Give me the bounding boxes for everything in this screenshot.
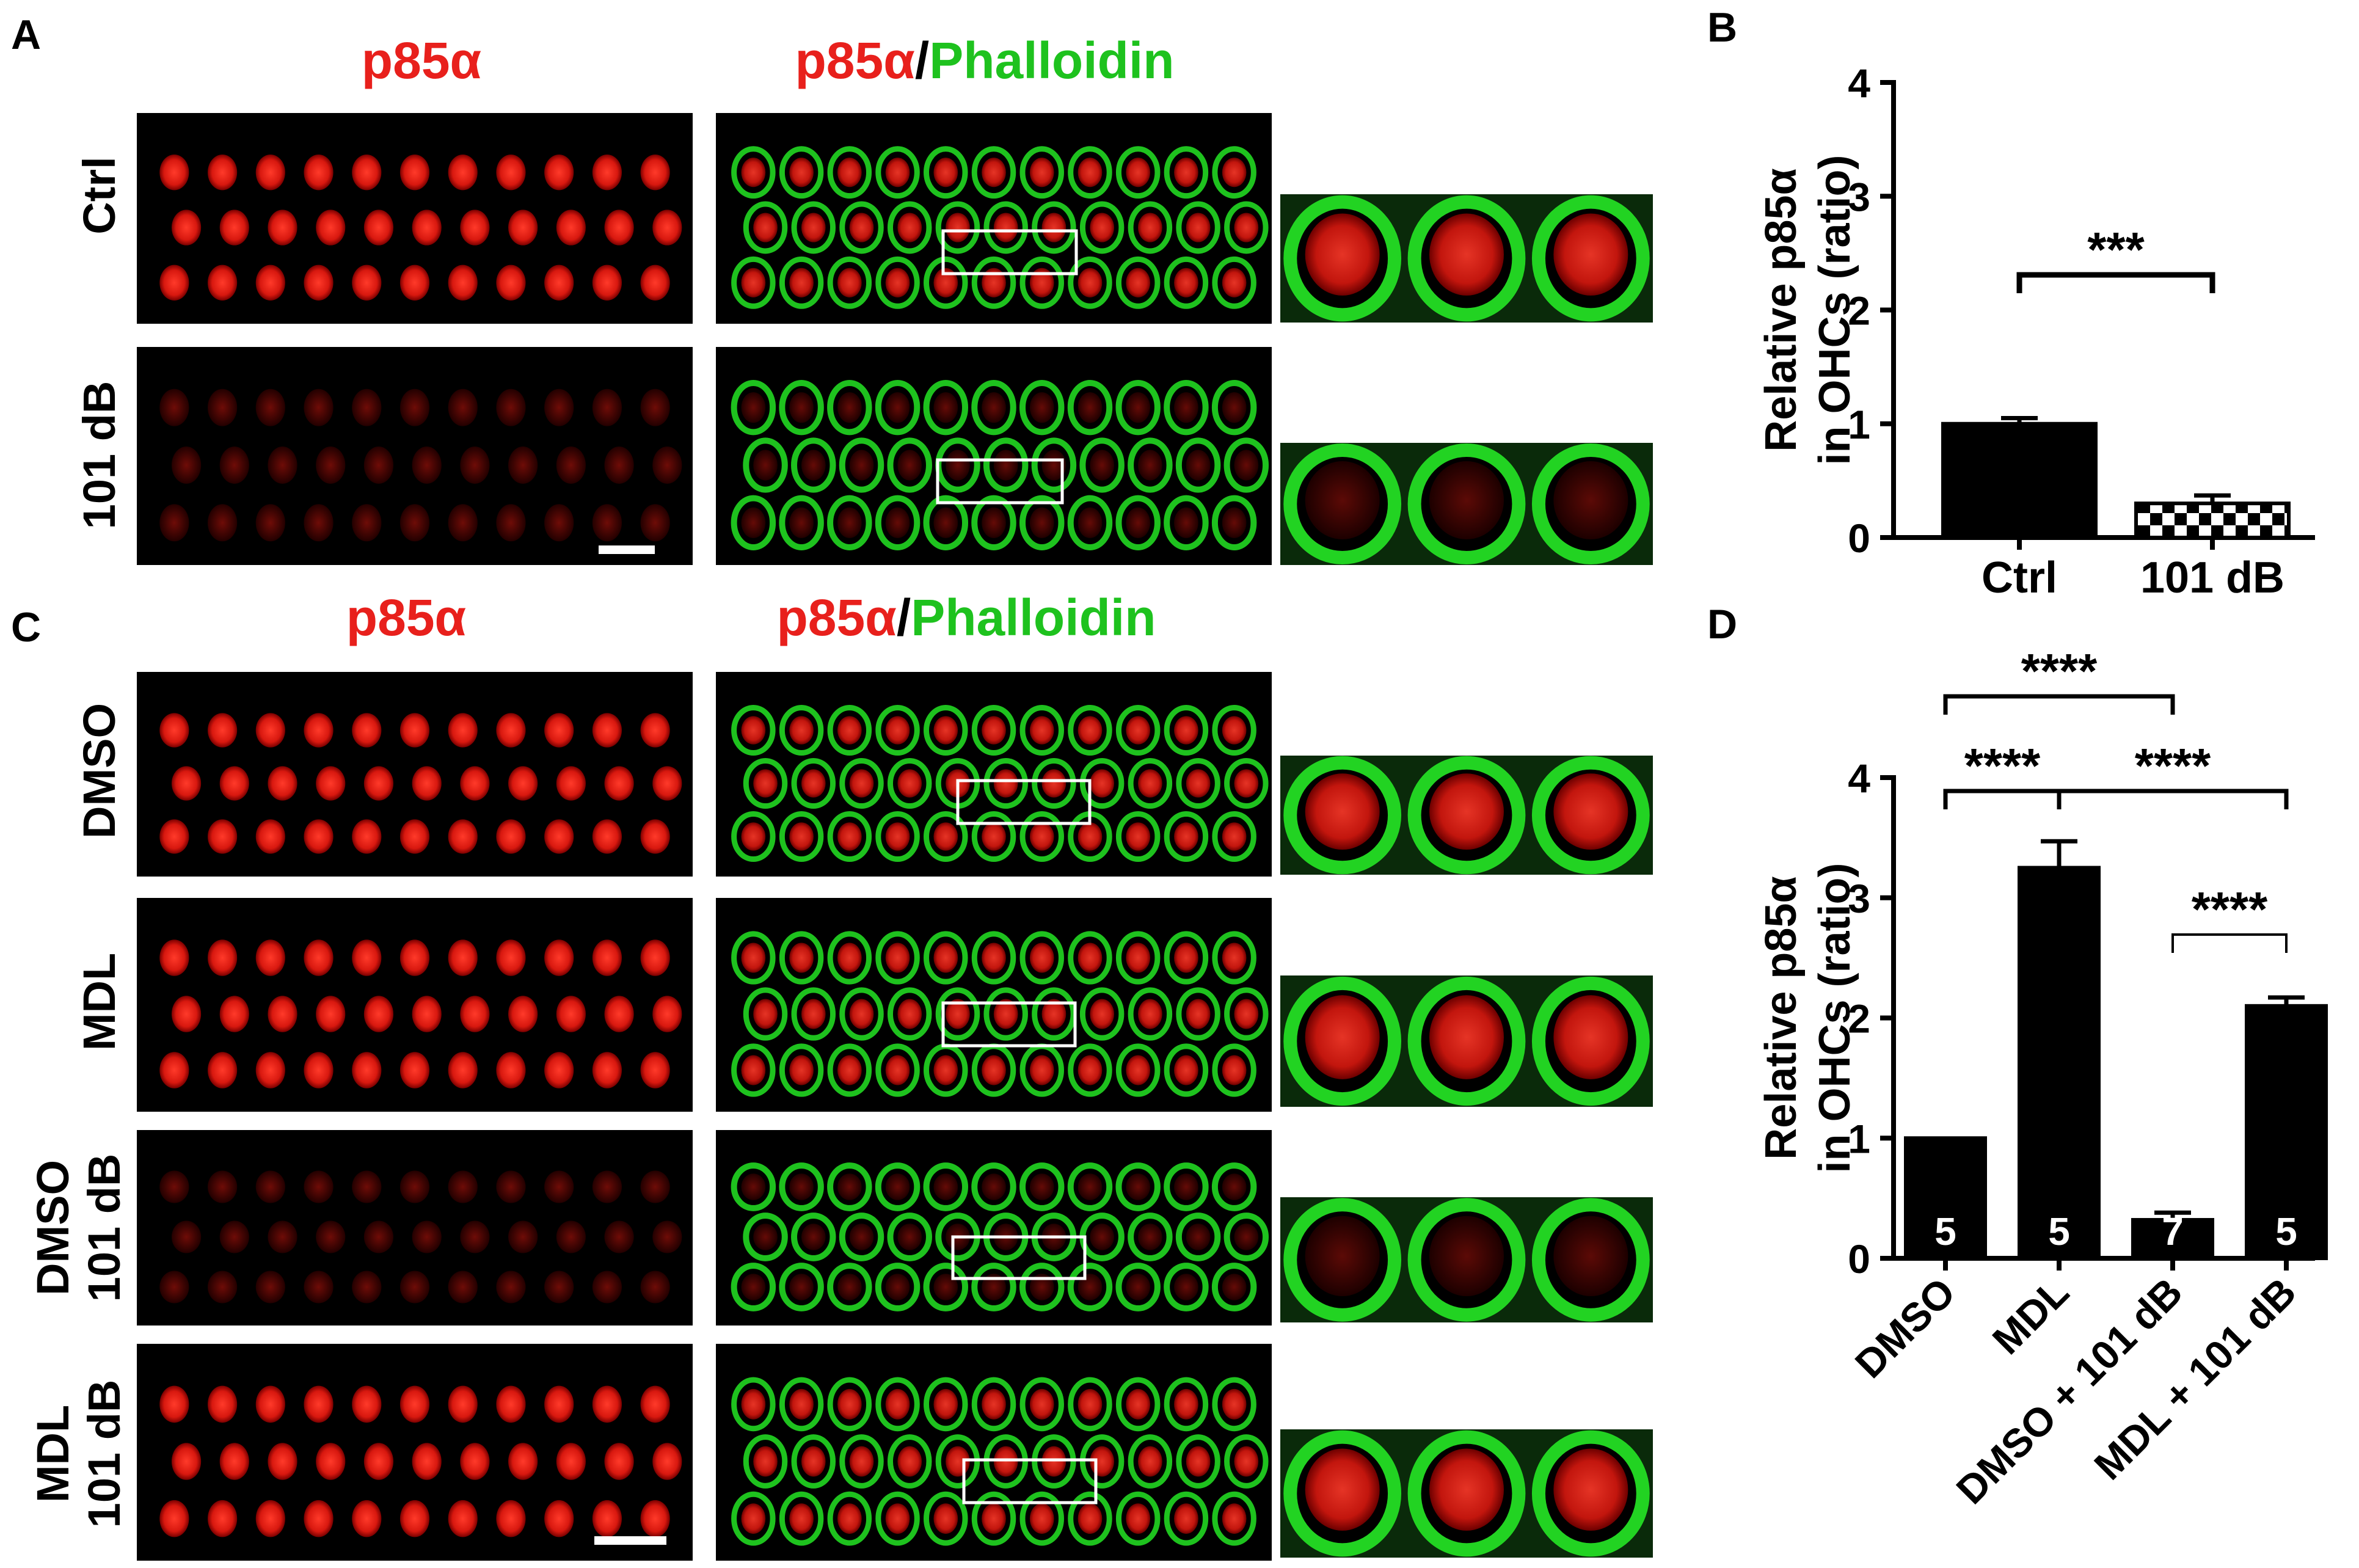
row-label: MDL xyxy=(74,953,125,1051)
row-label: 101 dB xyxy=(74,381,125,530)
panel-c-col1-header: p85α xyxy=(346,589,466,646)
a-101db-p85-image xyxy=(137,347,693,565)
panel-a-col1-header: p85α xyxy=(362,32,481,89)
significance-bracket xyxy=(2171,933,2288,953)
y-tick-label: 1 xyxy=(1848,402,1870,447)
row-label: Ctrl xyxy=(74,156,125,234)
y-tick-label: 4 xyxy=(1848,60,1870,106)
y-tick-label: 2 xyxy=(1848,288,1870,334)
significance-label: **** xyxy=(1964,738,2041,793)
y-tick-label: 2 xyxy=(1848,996,1870,1041)
c-mdl-101db-zoom-box xyxy=(962,1458,1098,1504)
c-mdl-zoom-image xyxy=(1280,975,1653,1107)
chart-b: 0 1 2 3 4 Relative p85α in OHCs (ratio) Ctrl 101… xyxy=(1757,60,2315,602)
x-tick-label: DMSO xyxy=(1847,1269,1964,1387)
a-101db-zoom-box xyxy=(936,458,1064,505)
significance-label: *** xyxy=(2087,222,2145,277)
significance-label: **** xyxy=(2135,738,2211,793)
panel-letter-a: A xyxy=(11,12,41,58)
significance-bracket xyxy=(1943,694,2175,715)
c-mdl-p85-image xyxy=(137,898,693,1112)
c-dmso-zoom-image xyxy=(1280,756,1653,875)
c-dmso-101db-zoom-image xyxy=(1280,1197,1653,1322)
row-label: DMSO101 dB xyxy=(27,1154,129,1302)
panel-letter-c: C xyxy=(11,604,41,651)
bar xyxy=(1941,421,2098,539)
y-tick-label: 4 xyxy=(1848,756,1870,801)
row-label: DMSO xyxy=(74,703,125,839)
bar xyxy=(2134,501,2291,539)
n-label: 5 xyxy=(2048,1209,2070,1253)
a-ctrl-zoom-box xyxy=(941,229,1078,275)
chart-d: 0 1 2 3 4 Relative p85α in OHCs (ratio) DMSO 5 MD… xyxy=(1757,644,2328,1512)
x-tick-label: 101 dB xyxy=(2140,553,2284,602)
significance-label: **** xyxy=(2021,644,2098,698)
y-tick-label: 0 xyxy=(1848,516,1870,561)
c-dmso-zoom-box xyxy=(956,779,1092,825)
p85-label: p85α xyxy=(776,589,896,646)
a-ctrl-p85-image xyxy=(137,113,693,324)
a-scale-bar xyxy=(599,545,655,554)
c-mdl-101db-p85-image xyxy=(137,1344,693,1561)
x-tick-label: Ctrl xyxy=(1982,553,2057,602)
bar xyxy=(2018,866,2101,1260)
significance-bracket xyxy=(1943,789,2062,809)
c-dmso-101db-p85-image xyxy=(137,1130,693,1326)
c-mdl-101db-merge-image xyxy=(716,1344,1272,1561)
c-dmso-101db-zoom-box xyxy=(951,1235,1087,1280)
panel-letter-b: B xyxy=(1707,4,1737,51)
significance-bracket xyxy=(2057,789,2289,809)
a-ctrl-zoom-image xyxy=(1280,194,1653,323)
y-tick-label: 0 xyxy=(1848,1236,1870,1282)
y-tick-label: 3 xyxy=(1848,174,1870,219)
row-labels: Ctrl 101 dB DMSO MDL DMSO101 dB MDL101 dB xyxy=(27,156,129,1528)
slash-label: / xyxy=(897,589,911,646)
significance-label: **** xyxy=(2192,882,2268,936)
bar xyxy=(1904,1136,1987,1260)
significance-bracket xyxy=(2016,272,2215,293)
c-mdl-101db-zoom-image xyxy=(1280,1429,1653,1558)
n-label: 7 xyxy=(2162,1209,2184,1253)
n-label: 5 xyxy=(2275,1209,2297,1253)
phalloidin-label: Phalloidin xyxy=(911,589,1156,646)
c-dmso-p85-image xyxy=(137,672,693,877)
slash-label: / xyxy=(915,32,929,89)
y-axis-label: Relative p85α in OHCs (ratio) xyxy=(1757,862,1859,1173)
x-tick-label: MDL xyxy=(1983,1269,2077,1363)
c-mdl-zoom-box xyxy=(941,1001,1077,1048)
micrograph-grid xyxy=(137,113,1653,1561)
c-dmso-101db-merge-image xyxy=(716,1130,1272,1326)
c-dmso-merge-image xyxy=(716,672,1272,877)
y-axis-label: Relative p85α in OHCs (ratio) xyxy=(1757,155,1859,465)
phalloidin-label: Phalloidin xyxy=(929,32,1174,89)
c-mdl-merge-image xyxy=(716,898,1272,1112)
c-scale-bar xyxy=(594,1536,666,1545)
a-101db-merge-image xyxy=(716,347,1272,565)
n-label: 5 xyxy=(1934,1209,1956,1253)
y-tick-label: 1 xyxy=(1848,1116,1870,1161)
y-tick-label: 3 xyxy=(1848,876,1870,921)
x-tick-label: MDL + 101 dB xyxy=(2085,1269,2305,1489)
panel-letter-d: D xyxy=(1707,601,1737,647)
row-label: MDL101 dB xyxy=(27,1380,129,1528)
panel-a-col2-header: p85α/Phalloidin xyxy=(795,32,1174,89)
a-101db-zoom-image xyxy=(1280,443,1653,565)
a-ctrl-merge-image xyxy=(716,113,1272,324)
panel-c-col2-header: p85α/Phalloidin xyxy=(776,589,1156,646)
p85-label: p85α xyxy=(795,32,914,89)
